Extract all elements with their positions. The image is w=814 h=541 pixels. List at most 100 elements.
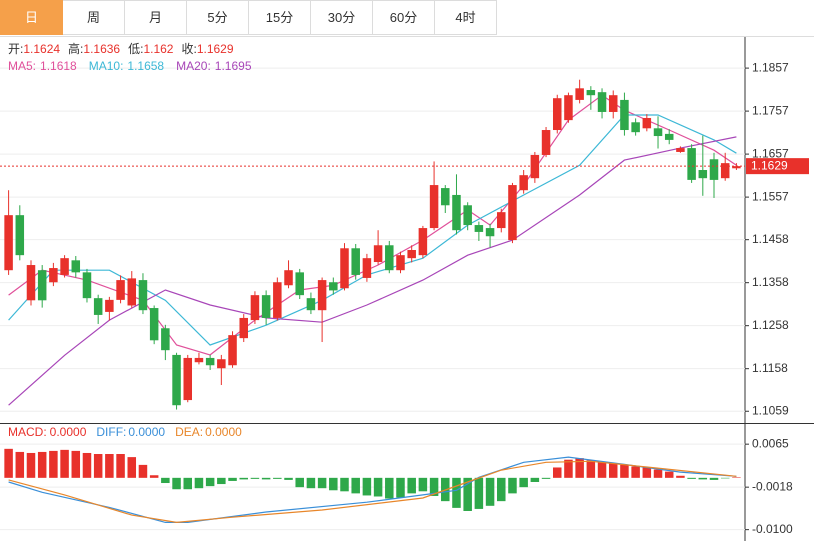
candle-body: [698, 170, 708, 179]
candle-body: [385, 245, 394, 271]
candle-body: [396, 255, 405, 271]
candle-body: [530, 154, 540, 179]
macd-bar: [373, 477, 383, 497]
macd-bar: [485, 477, 495, 506]
macd-bar: [340, 477, 349, 492]
macd-bar: [732, 477, 741, 478]
y-tick-label: 1.1857: [752, 60, 789, 74]
candle-body: [664, 133, 674, 140]
candle-body: [60, 258, 69, 275]
period-tab[interactable]: 30分: [311, 0, 373, 35]
period-tab[interactable]: 5分: [187, 0, 249, 35]
macd-bar: [306, 477, 316, 489]
legend-label: MA20:: [176, 59, 211, 73]
candle-body: [105, 299, 114, 312]
macd-bar: [418, 477, 428, 492]
candle-body: [373, 245, 383, 263]
candle-body: [49, 268, 58, 283]
candle-body: [116, 280, 125, 300]
candle-body: [709, 159, 719, 180]
candle-body: [362, 258, 372, 278]
macd-bar: [351, 477, 360, 494]
macd-bar: [329, 477, 338, 491]
macd-bar: [720, 477, 730, 479]
macd-bar: [71, 450, 81, 478]
macd-bar: [664, 471, 674, 478]
y-tick-label: 1.1358: [752, 275, 789, 289]
macd-bar: [105, 454, 114, 478]
macd-bar: [597, 462, 607, 478]
macd-bar: [26, 452, 36, 478]
macd-bar: [407, 477, 416, 494]
legend-value: 0.0000: [205, 425, 242, 439]
macd-bar: [239, 477, 248, 480]
macd-bar: [284, 477, 293, 480]
candle-body: [620, 99, 629, 131]
macd-bar: [642, 467, 652, 478]
macd-bar: [676, 475, 685, 478]
candle-body: [250, 295, 260, 321]
legend-label: 低:: [128, 42, 143, 56]
price-panel: 1.1059 1.1158 1.1258 1.1358 1.1458 1.1557 1.16…: [0, 41, 809, 417]
y-tick-label: -0.0100: [752, 522, 793, 536]
legend-value: 1.162: [143, 42, 173, 56]
legend-label: MA5:: [8, 59, 36, 73]
legend-value: 0.0000: [50, 425, 87, 439]
macd-bar: [530, 477, 540, 482]
candle-body: [418, 228, 428, 256]
y-tick-label: 1.1757: [752, 103, 789, 117]
macd-bar: [552, 467, 562, 478]
candle-body: [161, 328, 170, 351]
y-tick-label: 1.1258: [752, 318, 789, 332]
ma-legend: MA5: 1.1618 MA10: 1.1658 MA20: 1.1695: [8, 59, 252, 73]
candle-body: [631, 122, 640, 133]
candle-body: [82, 272, 92, 299]
candle-body: [194, 357, 204, 363]
candle-body: [441, 188, 450, 206]
macd-bar: [385, 477, 394, 499]
last-price-label: 1.1629: [751, 158, 788, 172]
macd-bar: [429, 477, 439, 496]
macd-bar: [183, 477, 193, 490]
macd-bar: [362, 477, 372, 496]
candle-body: [261, 295, 271, 318]
candle-body: [541, 130, 551, 155]
candle-body: [407, 249, 416, 259]
candle-body: [463, 205, 472, 226]
macd-bar: [250, 477, 260, 479]
candle-body: [597, 92, 607, 112]
period-tab[interactable]: 日: [0, 0, 63, 35]
macd-bar: [687, 477, 696, 479]
indicator-line: [8, 136, 737, 406]
candle-body: [564, 95, 573, 121]
candle-body: [474, 225, 484, 232]
macd-bar: [698, 477, 708, 480]
y-tick-label: 1.1158: [752, 361, 788, 375]
candle-body: [205, 357, 215, 366]
period-tab[interactable]: 15分: [249, 0, 311, 35]
macd-bar: [564, 459, 573, 478]
macd-bar: [82, 452, 92, 478]
candle-body: [15, 215, 25, 256]
period-tab[interactable]: 周: [63, 0, 125, 35]
period-tab[interactable]: 4时: [435, 0, 497, 35]
macd-bar: [497, 477, 506, 502]
macd-bar: [508, 477, 517, 494]
candle-body: [149, 308, 159, 341]
candle-body: [93, 298, 103, 315]
legend-value: 1.1624: [23, 42, 60, 56]
candle-body: [642, 117, 652, 129]
period-tab[interactable]: 月: [125, 0, 187, 35]
macd-bar: [295, 477, 304, 488]
candle-body: [687, 148, 696, 180]
candle-body: [429, 185, 439, 229]
period-tab[interactable]: 60分: [373, 0, 435, 35]
candle-body: [552, 98, 562, 131]
macd-legend: MACD: 0.0000 DIFF: 0.0000 DEA: 0.0000: [8, 425, 242, 439]
macd-bar: [149, 475, 159, 478]
macd-bar: [138, 464, 148, 478]
macd-bar: [273, 477, 282, 479]
candle-body: [306, 298, 316, 311]
macd-bar: [463, 477, 472, 511]
